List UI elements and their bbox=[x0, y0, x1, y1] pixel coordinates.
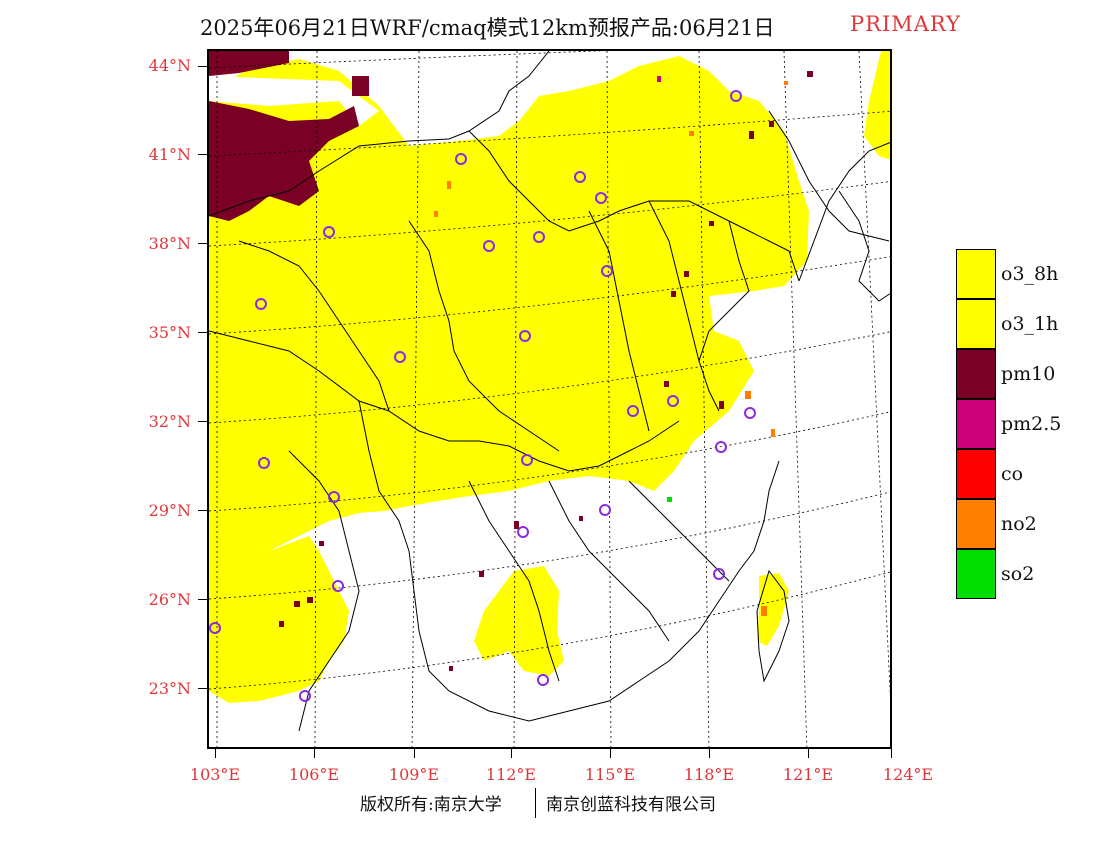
o3-region-southwest bbox=[209, 536, 349, 703]
lat-tick bbox=[198, 510, 207, 511]
lat-label: 32°N bbox=[148, 412, 191, 431]
station-marker bbox=[599, 504, 611, 516]
legend-label: o3_8h bbox=[1001, 263, 1059, 285]
white-gap-top bbox=[209, 76, 379, 126]
legend-label: pm2.5 bbox=[1001, 413, 1062, 435]
station-markers bbox=[209, 90, 756, 702]
lat-label: 29°N bbox=[148, 501, 191, 520]
map-panel[interactable] bbox=[207, 49, 892, 749]
legend-label: so2 bbox=[1001, 563, 1035, 585]
station-marker bbox=[595, 192, 607, 204]
lat-label: 38°N bbox=[148, 234, 191, 253]
lon-tick bbox=[314, 749, 315, 758]
primary-tag: PRIMARY bbox=[850, 12, 961, 36]
lon-tick bbox=[808, 749, 809, 758]
lon-label: 112°E bbox=[485, 765, 537, 784]
station-marker bbox=[483, 240, 495, 252]
footer-divider bbox=[535, 788, 536, 818]
station-marker bbox=[394, 351, 406, 363]
lat-tick bbox=[198, 332, 207, 333]
lon-tick bbox=[414, 749, 415, 758]
company-text: 南京创蓝科技有限公司 bbox=[546, 795, 716, 815]
lat-label: 35°N bbox=[148, 323, 191, 342]
copyright-text: 版权所有:南京大学 bbox=[360, 795, 502, 815]
station-marker bbox=[209, 622, 221, 634]
station-marker bbox=[521, 454, 533, 466]
lon-tick bbox=[891, 749, 892, 758]
lon-label: 124°E bbox=[882, 765, 934, 784]
lon-label: 106°E bbox=[288, 765, 340, 784]
lon-label: 115°E bbox=[584, 765, 636, 784]
lat-label: 26°N bbox=[148, 590, 191, 609]
o3-region-northeast bbox=[864, 51, 890, 160]
legend-swatch bbox=[956, 449, 996, 499]
station-marker bbox=[730, 90, 742, 102]
legend-swatch bbox=[956, 399, 996, 449]
station-marker bbox=[455, 153, 467, 165]
pm10-region bbox=[209, 101, 359, 221]
lat-tick bbox=[198, 243, 207, 244]
lat-tick bbox=[198, 66, 207, 67]
station-marker bbox=[328, 491, 340, 503]
lat-label: 23°N bbox=[148, 679, 191, 698]
station-marker bbox=[537, 674, 549, 686]
boundaries bbox=[209, 51, 890, 732]
legend-swatch bbox=[956, 249, 996, 299]
lat-tick bbox=[198, 688, 207, 689]
station-marker bbox=[258, 457, 270, 469]
station-marker bbox=[627, 405, 639, 417]
station-marker bbox=[744, 407, 756, 419]
station-marker bbox=[715, 441, 727, 453]
map-title: 2025年06月21日WRF/cmaq模式12km预报产品:06月21日 bbox=[200, 16, 775, 40]
lat-tick bbox=[198, 154, 207, 155]
lon-tick bbox=[215, 749, 216, 758]
legend-label: co bbox=[1001, 463, 1024, 485]
station-marker bbox=[533, 231, 545, 243]
lat-label: 41°N bbox=[148, 145, 191, 164]
lon-tick bbox=[610, 749, 611, 758]
o3-region-taiwan bbox=[757, 573, 789, 646]
legend-label: pm10 bbox=[1001, 363, 1056, 385]
station-marker bbox=[519, 330, 531, 342]
legend-swatch bbox=[956, 549, 996, 599]
title-bar: 2025年06月21日WRF/cmaq模式12km预报产品:06月21日 PRI… bbox=[0, 12, 1100, 42]
lon-label: 118°E bbox=[683, 765, 735, 784]
lat-tick bbox=[198, 599, 207, 600]
lat-label: 44°N bbox=[148, 56, 191, 75]
lon-label: 103°E bbox=[189, 765, 241, 784]
station-marker bbox=[574, 171, 586, 183]
station-marker bbox=[517, 526, 529, 538]
o3-region-south bbox=[474, 566, 564, 676]
station-marker bbox=[255, 298, 267, 310]
lon-tick bbox=[511, 749, 512, 758]
station-marker bbox=[713, 568, 725, 580]
footer: 版权所有:南京大学 南京创蓝科技有限公司 bbox=[0, 788, 1100, 820]
pollutant-pixels bbox=[279, 71, 813, 671]
lon-tick bbox=[709, 749, 710, 758]
legend-label: o3_1h bbox=[1001, 313, 1059, 335]
legend-swatch bbox=[956, 499, 996, 549]
legend-swatch bbox=[956, 299, 996, 349]
station-marker bbox=[667, 395, 679, 407]
pm10-region-top bbox=[209, 51, 289, 76]
map-canvas bbox=[209, 51, 890, 747]
station-marker bbox=[323, 226, 335, 238]
legend-label: no2 bbox=[1001, 513, 1037, 535]
lat-tick bbox=[198, 421, 207, 422]
station-marker bbox=[299, 690, 311, 702]
graticule bbox=[209, 51, 890, 747]
lon-label: 109°E bbox=[388, 765, 440, 784]
pm10-region-dot bbox=[352, 76, 369, 96]
legend-swatch bbox=[956, 349, 996, 399]
lon-label: 121°E bbox=[782, 765, 834, 784]
station-marker bbox=[601, 265, 613, 277]
station-marker bbox=[332, 580, 344, 592]
